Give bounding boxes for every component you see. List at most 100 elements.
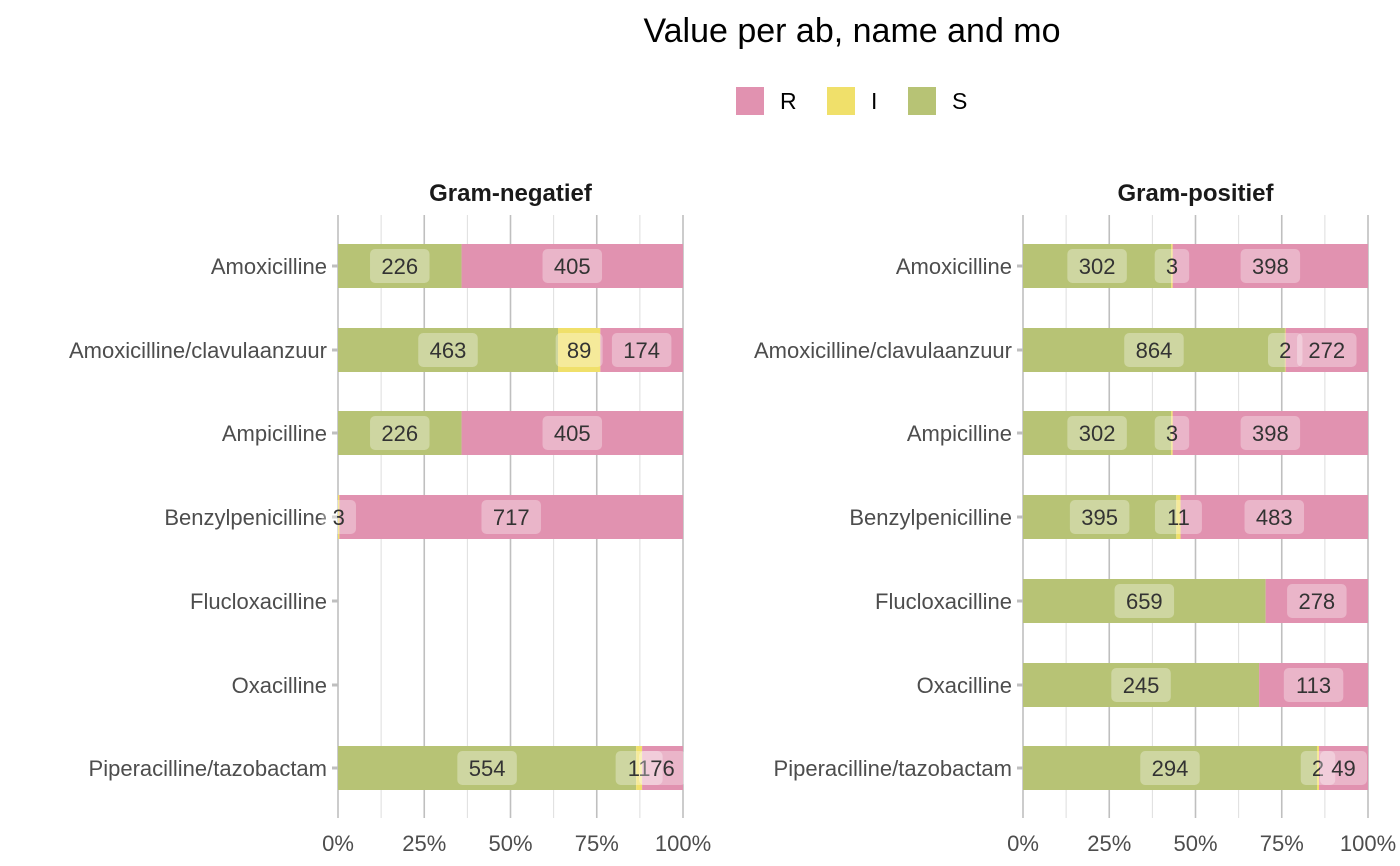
- data-label-box: [1067, 416, 1127, 450]
- data-label-text: 113: [1296, 673, 1331, 698]
- bar-segment-I: [1284, 328, 1286, 372]
- data-label: 3: [321, 500, 356, 534]
- bar-segment-S: [338, 411, 462, 455]
- data-label-box: [1124, 333, 1184, 367]
- bar-segment-R: [1265, 579, 1368, 623]
- bar-segment-R: [339, 495, 683, 539]
- data-label-text: 76: [650, 756, 674, 781]
- data-label-text: 717: [493, 505, 530, 530]
- data-label-text: 2: [1279, 338, 1291, 363]
- data-label: 272: [1297, 333, 1357, 367]
- bar-row: 226 405: [338, 411, 683, 455]
- bar-row: 302 3 398: [1023, 244, 1368, 288]
- data-label-text: 2: [1312, 756, 1324, 781]
- data-label-box: [418, 333, 478, 367]
- data-label: 398: [1240, 249, 1301, 283]
- chart-title: Value per ab, name and mo: [643, 12, 1060, 50]
- data-label-text: 864: [1136, 338, 1173, 363]
- data-label: 302: [1067, 249, 1127, 283]
- data-label-text: 302: [1079, 254, 1116, 279]
- data-label-box: [639, 751, 687, 785]
- data-label-box: [1111, 668, 1171, 702]
- x-tick-label: 0%: [322, 831, 354, 856]
- legend-swatch-I: [827, 87, 855, 115]
- data-label-text: 3: [333, 505, 345, 530]
- x-tick-label: 0%: [1007, 831, 1039, 856]
- data-label-box: [370, 416, 430, 450]
- data-label-box: [1287, 584, 1347, 618]
- bar-segment-R: [461, 244, 683, 288]
- data-label: 245: [1111, 668, 1171, 702]
- category-label: Ampicilline: [222, 421, 327, 446]
- data-label-box: [555, 333, 603, 367]
- data-label-text: 49: [1331, 756, 1355, 781]
- x-tick-label: 100%: [1340, 831, 1396, 856]
- category-label: Oxacilline: [917, 673, 1012, 698]
- data-label: 89: [555, 333, 603, 367]
- data-label-text: 11: [628, 756, 651, 781]
- data-label-box: [542, 249, 603, 283]
- data-label: 294: [1140, 751, 1200, 785]
- data-label-box: [370, 249, 430, 283]
- bar-row: 463 89 174: [338, 328, 683, 372]
- bar-row: 3 717: [321, 495, 683, 539]
- data-label-text: 294: [1152, 756, 1189, 781]
- data-label-box: [1297, 333, 1357, 367]
- panel-title: Gram-positief: [1117, 180, 1274, 207]
- data-label: 659: [1114, 584, 1175, 618]
- data-label: 2: [1267, 333, 1303, 367]
- data-label-text: 174: [623, 338, 660, 363]
- bar-segment-R: [1319, 746, 1368, 790]
- legend-swatch-R: [736, 87, 764, 115]
- bar-row: 659 278: [1023, 579, 1368, 623]
- x-tick-label: 50%: [488, 831, 532, 856]
- category-label: Amoxicilline/clavulaanzuur: [69, 338, 327, 363]
- data-label-box: [1320, 751, 1367, 785]
- data-label-text: 3: [1166, 421, 1178, 446]
- x-tick-label: 25%: [1087, 831, 1131, 856]
- data-label-box: [321, 500, 356, 534]
- data-label-box: [1300, 751, 1336, 785]
- data-label-box: [1140, 751, 1200, 785]
- data-label-box: [1154, 416, 1190, 450]
- x-tick-label: 25%: [402, 831, 446, 856]
- bar-segment-I: [636, 746, 643, 790]
- bar-segment-R: [1180, 495, 1368, 539]
- bar-segment-I: [1171, 244, 1173, 288]
- data-label-text: 395: [1081, 505, 1118, 530]
- bar-segment-R: [1285, 328, 1368, 372]
- data-label-text: 398: [1252, 421, 1289, 446]
- data-label-box: [457, 751, 517, 785]
- bar-segment-S: [1023, 579, 1266, 623]
- legend-label-S: S: [952, 88, 967, 114]
- bar-segment-I: [1176, 495, 1181, 539]
- category-label: Piperacilline/tazobactam: [774, 756, 1012, 781]
- data-label: 226: [370, 249, 430, 283]
- bar-segment-R: [1259, 663, 1368, 707]
- data-label-box: [1114, 584, 1175, 618]
- data-label: 226: [370, 416, 430, 450]
- category-label: Amoxicilline: [211, 254, 327, 279]
- x-tick-label: 75%: [1260, 831, 1304, 856]
- data-label-box: [1283, 668, 1344, 702]
- category-label: Oxacilline: [232, 673, 327, 698]
- data-label: 395: [1069, 500, 1130, 534]
- bar-row: 864 2 272: [1023, 328, 1368, 372]
- data-label: 278: [1287, 584, 1347, 618]
- panel-gram-negatief: Gram-negatief 0% 25% 50% 75% 100% Amoxicilline…: [69, 180, 711, 856]
- bar-segment-S: [338, 746, 637, 790]
- data-label-box: [1069, 500, 1130, 534]
- data-label-text: 278: [1298, 589, 1335, 614]
- data-label-text: 398: [1252, 254, 1289, 279]
- category-label: Flucloxacilline: [875, 589, 1012, 614]
- data-label-text: 226: [381, 254, 418, 279]
- facet-panels: Gram-negatief 0% 25% 50% 75% 100% Amoxicilline…: [69, 180, 1396, 856]
- legend-label-I: I: [871, 88, 877, 114]
- bar-segment-I: [338, 495, 340, 539]
- bar-segment-S: [338, 328, 559, 372]
- data-label-box: [1154, 500, 1202, 534]
- bar-segment-S: [1023, 663, 1260, 707]
- data-label: 174: [611, 333, 672, 367]
- data-label: 11: [615, 751, 663, 785]
